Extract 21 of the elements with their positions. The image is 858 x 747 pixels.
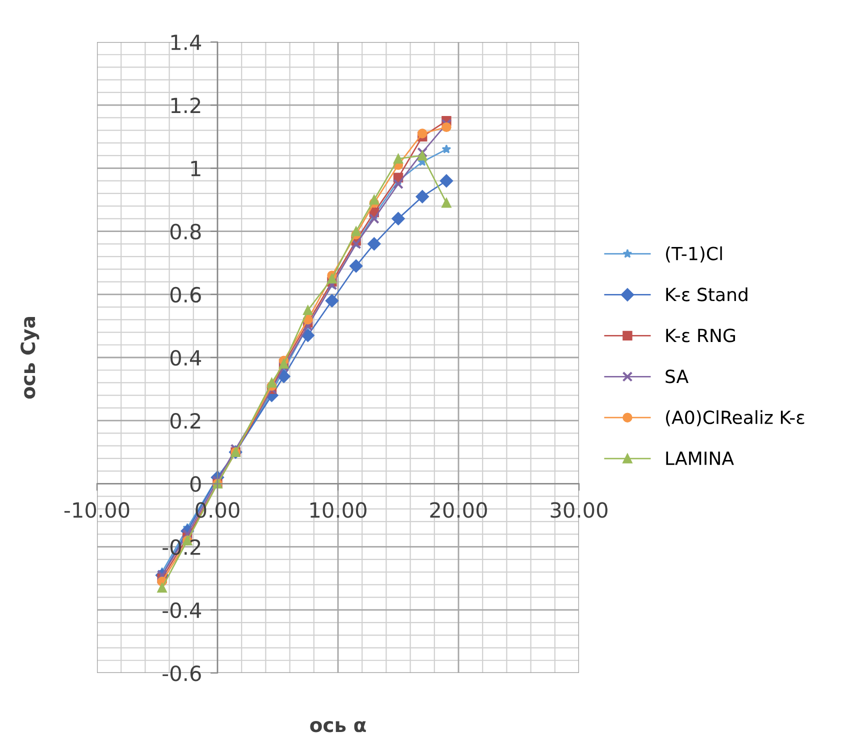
legend-label: K-ε Stand — [666, 287, 748, 302]
y-tick-label: 1.2 — [171, 98, 200, 114]
x-tick-label: 30.00 — [550, 502, 608, 518]
legend-label: SA — [666, 370, 688, 384]
y-tick-label: 1.4 — [171, 34, 202, 50]
legend-label: K-ε RNG — [666, 328, 735, 342]
y-tick-label: 0.6 — [170, 286, 201, 303]
x-tick-label: 10.00 — [310, 502, 366, 518]
y-tick-label: 0.2 — [170, 413, 200, 429]
x-tick-label: -10.00 — [64, 502, 130, 518]
legend-label: (T-1)Cl — [666, 246, 722, 262]
y-axis-title: ось Cya — [20, 317, 40, 399]
y-tick-label: 0.4 — [170, 350, 202, 366]
x-tick-label: 20.00 — [430, 502, 487, 518]
y-tick-label: 1 — [191, 160, 200, 176]
y-tick-label: 0.8 — [170, 224, 201, 240]
legend-label: (A0)ClRealiz K-ε — [666, 410, 804, 426]
y-tick-label: -0.4 — [162, 602, 202, 618]
legend-label: LAMINA — [666, 452, 734, 465]
y-tick-label: -0.6 — [162, 665, 201, 682]
x-axis-title: ось α — [310, 721, 366, 732]
